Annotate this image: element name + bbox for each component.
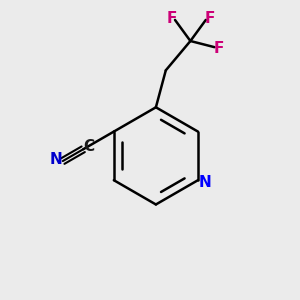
Text: N: N	[50, 152, 63, 167]
Text: C: C	[83, 140, 94, 154]
Text: F: F	[166, 11, 177, 26]
Text: N: N	[199, 175, 212, 190]
Text: F: F	[214, 41, 224, 56]
Text: F: F	[204, 11, 214, 26]
